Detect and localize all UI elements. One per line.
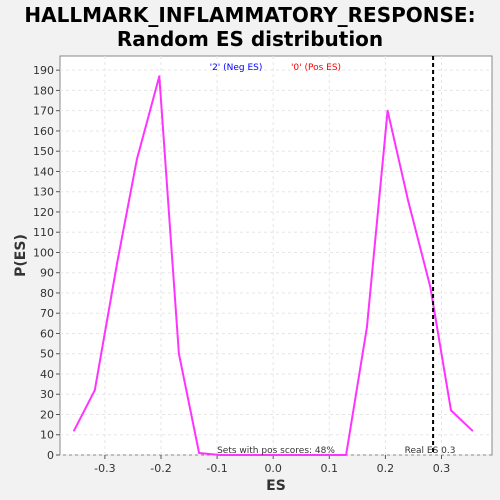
data-point (301, 454, 304, 456)
data-point (322, 454, 325, 456)
y-tick-label: 0 (47, 449, 54, 462)
data-point (259, 454, 262, 456)
y-tick-label: 130 (33, 186, 54, 199)
x-tick-label: -0.1 (206, 462, 227, 475)
y-tick-label: 10 (40, 429, 54, 442)
y-tick-label: 50 (40, 348, 54, 361)
y-tick-label: 20 (40, 408, 54, 421)
y-tick-label: 90 (40, 267, 54, 280)
x-tick-label: 0.0 (264, 462, 282, 475)
plot-area (59, 55, 493, 456)
x-tick-label: 0.2 (377, 462, 395, 475)
y-axis: 0 10 20 30 40 50 60 70 80 90 100 110 120 130 140 150 160… (33, 64, 60, 462)
legend-neg-es: '2' (Neg ES) (210, 63, 263, 73)
data-point (135, 158, 138, 161)
data-point (73, 429, 75, 432)
y-tick-label: 70 (40, 307, 54, 320)
data-point (365, 326, 368, 329)
y-tick-label: 170 (33, 105, 54, 118)
data-point (450, 409, 452, 412)
data-point (429, 285, 432, 288)
y-tick-label: 160 (33, 125, 54, 138)
y-tick-label: 30 (40, 388, 54, 401)
x-axis-label: ES (266, 478, 286, 494)
y-tick-label: 80 (40, 287, 54, 300)
y-tick-label: 190 (33, 64, 54, 77)
chart-title-line2: Random ES distribution (116, 27, 384, 51)
series-line (73, 75, 474, 456)
y-tick-label: 140 (33, 165, 54, 178)
annotations: '2' (Neg ES) '0' (Pos ES) Real ES 0.3 Sets … (210, 56, 456, 456)
y-tick-label: 40 (40, 368, 54, 381)
pos-scores-label: Sets with pos scores: 48% (217, 446, 335, 456)
y-tick-label: 110 (33, 226, 54, 239)
chart-title-line1: HALLMARK_INFLAMMATORY_RESPONSE: (24, 3, 476, 27)
x-tick-label: 0.1 (321, 462, 339, 475)
data-point (218, 454, 221, 456)
series-group (73, 75, 474, 456)
data-point (93, 389, 96, 392)
data-point (239, 454, 242, 456)
real-es-label: Real ES 0.3 (405, 446, 456, 456)
data-point (158, 75, 161, 78)
x-tick-label: 0.3 (433, 462, 451, 475)
data-point (280, 454, 283, 456)
data-point (471, 429, 474, 432)
x-tick-label: -0.2 (150, 462, 171, 475)
data-point (178, 352, 180, 355)
x-tick-label: -0.3 (94, 462, 115, 475)
y-tick-label: 100 (33, 246, 54, 259)
grid-lines (60, 56, 492, 456)
data-point (345, 454, 348, 456)
y-tick-label: 120 (33, 206, 54, 219)
data-point (198, 452, 201, 454)
y-axis-label: P(ES) (13, 234, 29, 277)
data-point (386, 109, 389, 112)
legend-pos-es: '0' (Pos ES) (291, 63, 341, 73)
y-tick-label: 60 (40, 327, 54, 340)
y-tick-label: 150 (33, 145, 54, 158)
y-tick-label: 180 (33, 84, 54, 97)
x-axis: -0.3 -0.2 -0.1 0.0 0.1 0.2 0.3 (94, 455, 450, 475)
data-point (116, 261, 119, 264)
data-point (407, 200, 410, 203)
